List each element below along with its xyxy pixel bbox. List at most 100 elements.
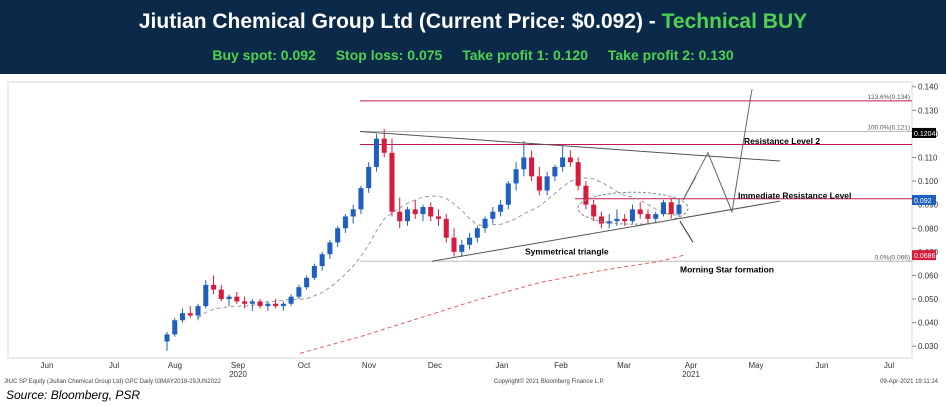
candle-body — [381, 138, 387, 153]
candle-body — [482, 218, 488, 229]
candle-body — [645, 214, 651, 219]
candle-body — [521, 157, 527, 170]
triangle-upper-line — [359, 131, 781, 162]
price-badge — [912, 250, 936, 261]
candle-body — [404, 209, 411, 222]
candle-body — [420, 207, 426, 215]
x-tick-label: Mar — [617, 361, 631, 370]
candle-body — [412, 209, 418, 215]
annotation-label: Morning Star formation — [680, 264, 774, 274]
candle-body — [474, 228, 480, 238]
annotation-label: Symmetrical triangle — [525, 247, 609, 257]
fib-level-label: 0.0%(0.066) — [875, 254, 910, 261]
candle-body — [622, 218, 628, 222]
x-year-label: 2021 — [682, 370, 700, 379]
candle-body — [498, 204, 504, 212]
x-tick-label: Oct — [298, 361, 311, 370]
x-tick-label: Dec — [428, 361, 442, 370]
candle-body — [443, 218, 449, 238]
pointer-arrow — [679, 220, 694, 243]
fib-level-label: 100.0%(0.121) — [867, 125, 910, 132]
candle-body — [187, 313, 193, 316]
candle-body — [304, 277, 310, 288]
candle-body — [327, 242, 333, 255]
candle-body — [226, 296, 232, 300]
y-tick-label: 0.080 — [918, 224, 939, 233]
x-tick-label: Jun — [816, 361, 829, 370]
x-tick-label: Jul — [109, 361, 119, 370]
candle-body — [195, 306, 201, 316]
x-tick-label: Aug — [168, 361, 182, 370]
price-badge-label: 0.1204 — [914, 131, 936, 138]
candle-body — [552, 166, 558, 177]
fib-level-label: 123.6%(0.134) — [867, 94, 910, 101]
candle-body — [467, 237, 473, 245]
y-tick-label: 0.110 — [918, 153, 938, 162]
price-badge — [912, 194, 936, 205]
x-tick-label: Jul — [884, 361, 894, 370]
x-tick-label: Sep — [231, 361, 246, 370]
candle-body — [389, 152, 395, 212]
buy-spot: Buy spot: 0.092 — [212, 47, 316, 63]
candle-body — [575, 162, 581, 186]
candle-body — [505, 183, 511, 205]
candle-body — [591, 204, 597, 217]
candle-body — [273, 303, 279, 307]
bloomberg-footer-right: 09-Apr-2021 19:11:24 — [880, 379, 939, 385]
candle-body — [668, 202, 674, 215]
candle-body — [164, 334, 170, 342]
y-tick-label: 0.050 — [918, 295, 939, 304]
candle-body — [280, 303, 286, 307]
candle-body — [296, 287, 302, 297]
moving-average-line — [197, 177, 679, 319]
moving-average-line — [299, 254, 685, 354]
candle-body — [606, 221, 612, 224]
x-tick-label: Jan — [496, 361, 509, 370]
source-note: Source: Bloomberg, PSR — [6, 388, 141, 402]
price-badge-label: 0.092 — [914, 198, 932, 205]
x-year-label: 2020 — [229, 370, 247, 379]
candle-body — [319, 254, 325, 266]
candle-body — [397, 211, 403, 222]
candle-body — [218, 289, 224, 300]
candle-body — [513, 169, 519, 184]
candle-body — [598, 216, 604, 224]
projected-path — [682, 176, 697, 201]
candle-body — [459, 244, 465, 252]
chart-title: Jiutian Chemical Group Ltd (Current Pric… — [0, 10, 946, 34]
candle-body — [172, 320, 178, 335]
candle-body — [614, 218, 620, 222]
candle-body — [358, 188, 364, 210]
candle-body — [435, 216, 442, 219]
candle-body — [490, 211, 496, 219]
triangle-lower-line — [431, 200, 781, 262]
y-tick-label: 0.140 — [918, 83, 939, 92]
candle-body — [242, 301, 248, 304]
price-badge-label: 0.0686 — [914, 253, 936, 260]
candle-body — [451, 237, 457, 252]
candle-body — [234, 296, 240, 302]
candle-body — [249, 301, 255, 304]
candle-body — [211, 284, 217, 290]
candle-body — [529, 157, 535, 177]
bloomberg-footer-center: Copyright© 2021 Bloomberg Finance L.P. — [494, 378, 605, 385]
candle-body — [567, 157, 573, 163]
candle-body — [203, 284, 209, 307]
price-chart: 0.1400.1300.1200.1100.1000.0900.0800.070… — [4, 81, 939, 385]
candle-body — [179, 313, 186, 321]
candle-body — [653, 214, 659, 219]
price-badge — [912, 127, 936, 138]
pattern-highlight — [577, 191, 689, 225]
candle-body — [257, 301, 263, 307]
stop-loss: Stop loss: 0.075 — [335, 47, 443, 63]
y-tick-label: 0.090 — [918, 201, 939, 210]
candle-body — [265, 303, 271, 307]
x-tick-label: Jun — [41, 361, 54, 370]
y-tick-label: 0.060 — [918, 271, 939, 280]
y-tick-label: 0.100 — [918, 177, 939, 186]
title-signal: Technical BUY — [661, 10, 808, 33]
trade-levels: Buy spot: 0.092 Stop loss: 0.075 Take pr… — [0, 47, 946, 63]
candle-body — [366, 166, 372, 189]
candle-body — [637, 209, 643, 215]
x-tick-label: Apr — [685, 361, 698, 370]
